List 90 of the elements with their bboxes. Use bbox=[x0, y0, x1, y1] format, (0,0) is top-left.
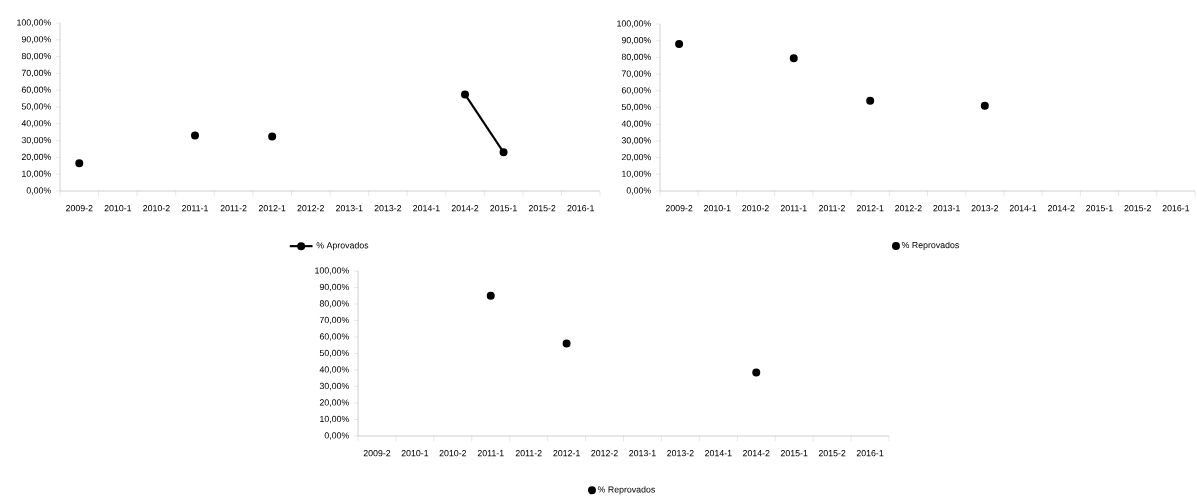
x-tick-label: 2013-1 bbox=[629, 450, 656, 457]
x-tick-label: 2011-1 bbox=[780, 205, 807, 212]
y-tick-label: 20,00% bbox=[319, 399, 349, 407]
y-tick-label: 50,00% bbox=[319, 349, 349, 358]
x-tick-label: 2012-2 bbox=[591, 450, 618, 457]
point bbox=[75, 159, 84, 168]
x-tick-label: 2012-1 bbox=[856, 205, 884, 212]
x-tick-label: 2014-1 bbox=[413, 205, 440, 212]
point bbox=[562, 339, 571, 348]
x-tick-label: 2009-2 bbox=[363, 450, 391, 457]
y-tick-label: 40,00% bbox=[319, 366, 349, 374]
y-tick-label: 60,00% bbox=[319, 333, 349, 341]
x-tick-label: 2010-1 bbox=[704, 205, 731, 212]
y-tick-label: 10,00% bbox=[22, 170, 51, 178]
y-tick-label: 0,00% bbox=[626, 187, 651, 195]
x-tick-label: 2013-2 bbox=[971, 205, 999, 212]
y-tick-label: 60,00% bbox=[21, 86, 51, 94]
y-tick-label: 30,00% bbox=[621, 137, 651, 145]
x-tick-label: 2010-2 bbox=[143, 205, 170, 212]
y-tick-label: 90,00% bbox=[21, 36, 51, 44]
x-tick-label: 2011-1 bbox=[182, 205, 208, 212]
y-tick-label: 40,00% bbox=[621, 120, 651, 128]
x-tick-label: 2012-2 bbox=[297, 205, 324, 212]
x-tick-label: 2015-2 bbox=[818, 450, 846, 457]
x-tick-label: 2016-1 bbox=[567, 205, 594, 212]
x-tick-label: 2015-1 bbox=[490, 205, 517, 212]
y-tick-label: 20,00% bbox=[621, 153, 651, 162]
x-tick-label: 2015-2 bbox=[1124, 205, 1151, 212]
x-tick-label: 2012-1 bbox=[553, 450, 580, 457]
x-tick-label: 2011-2 bbox=[515, 450, 542, 457]
x-tick-label: 2011-2 bbox=[220, 205, 247, 212]
x-tick-label: 2010-1 bbox=[104, 205, 132, 212]
x-tick-label: 2014-1 bbox=[1009, 205, 1037, 212]
x-tick-label: 2014-2 bbox=[742, 450, 770, 457]
y-tick-label: 60,00% bbox=[621, 87, 651, 95]
y-tick-label: 0,00% bbox=[26, 187, 51, 195]
x-tick-label: 2015-2 bbox=[528, 205, 556, 212]
x-tick-label: 2010-2 bbox=[439, 450, 467, 457]
point bbox=[461, 90, 469, 99]
y-tick-label: 90,00% bbox=[621, 37, 651, 45]
x-tick-label: 2016-1 bbox=[856, 450, 884, 457]
point bbox=[752, 368, 761, 377]
x-tick-label: 2013-1 bbox=[933, 205, 960, 212]
legend-label: % Reprovados bbox=[901, 241, 959, 250]
y-tick-label: 30,00% bbox=[319, 382, 349, 391]
x-tick-label: 2016-1 bbox=[1162, 205, 1190, 212]
y-tick-label: 70,00% bbox=[319, 316, 349, 325]
y-tick-label: 80,00% bbox=[319, 300, 349, 308]
y-tick-label: 0,00% bbox=[324, 432, 349, 440]
legend-label: % Aprovados bbox=[316, 241, 369, 251]
x-tick-label: 2011-1 bbox=[477, 450, 504, 457]
y-tick-label: 100,00% bbox=[617, 20, 651, 28]
x-tick-label: 2015-1 bbox=[1086, 205, 1113, 212]
x-tick-label: 2014-2 bbox=[1047, 205, 1075, 212]
y-tick-label: 40,00% bbox=[21, 120, 51, 128]
x-tick-label: 2013-1 bbox=[336, 205, 363, 212]
x-tick-label: 2014-2 bbox=[451, 205, 479, 212]
x-tick-label: 2015-1 bbox=[780, 450, 808, 457]
y-tick-label: 80,00% bbox=[21, 52, 51, 61]
y-tick-label: 10,00% bbox=[622, 170, 651, 178]
y-tick-label: 100,00% bbox=[17, 19, 51, 27]
point bbox=[789, 54, 798, 63]
point bbox=[191, 131, 200, 140]
point bbox=[486, 291, 495, 300]
y-tick-label: 10,00% bbox=[320, 415, 349, 424]
point bbox=[866, 96, 875, 105]
point bbox=[268, 132, 277, 141]
y-tick-label: 70,00% bbox=[21, 69, 51, 78]
y-tick-label: 80,00% bbox=[621, 53, 651, 62]
x-tick-label: 2009-2 bbox=[665, 205, 693, 212]
point bbox=[980, 101, 989, 110]
legend-label: % Reprovados bbox=[597, 486, 655, 495]
x-tick-label: 2009-2 bbox=[66, 205, 93, 212]
point bbox=[675, 40, 684, 49]
y-tick-label: 100,00% bbox=[315, 267, 349, 275]
y-tick-label: 70,00% bbox=[621, 70, 651, 78]
x-tick-label: 2011-2 bbox=[819, 205, 845, 212]
x-tick-label: 2010-1 bbox=[401, 450, 429, 457]
x-tick-label: 2012-1 bbox=[258, 205, 286, 212]
y-tick-label: 50,00% bbox=[621, 103, 651, 112]
y-tick-label: 20,00% bbox=[21, 153, 51, 162]
point bbox=[499, 148, 508, 157]
x-tick-label: 2013-2 bbox=[374, 205, 402, 212]
x-tick-label: 2012-2 bbox=[895, 205, 922, 212]
x-tick-label: 2010-2 bbox=[742, 205, 769, 212]
x-tick-label: 2014-1 bbox=[705, 450, 732, 457]
x-tick-label: 2013-2 bbox=[667, 450, 694, 457]
y-tick-label: 30,00% bbox=[21, 136, 51, 145]
y-tick-label: 50,00% bbox=[21, 103, 51, 111]
y-tick-label: 90,00% bbox=[319, 283, 349, 292]
